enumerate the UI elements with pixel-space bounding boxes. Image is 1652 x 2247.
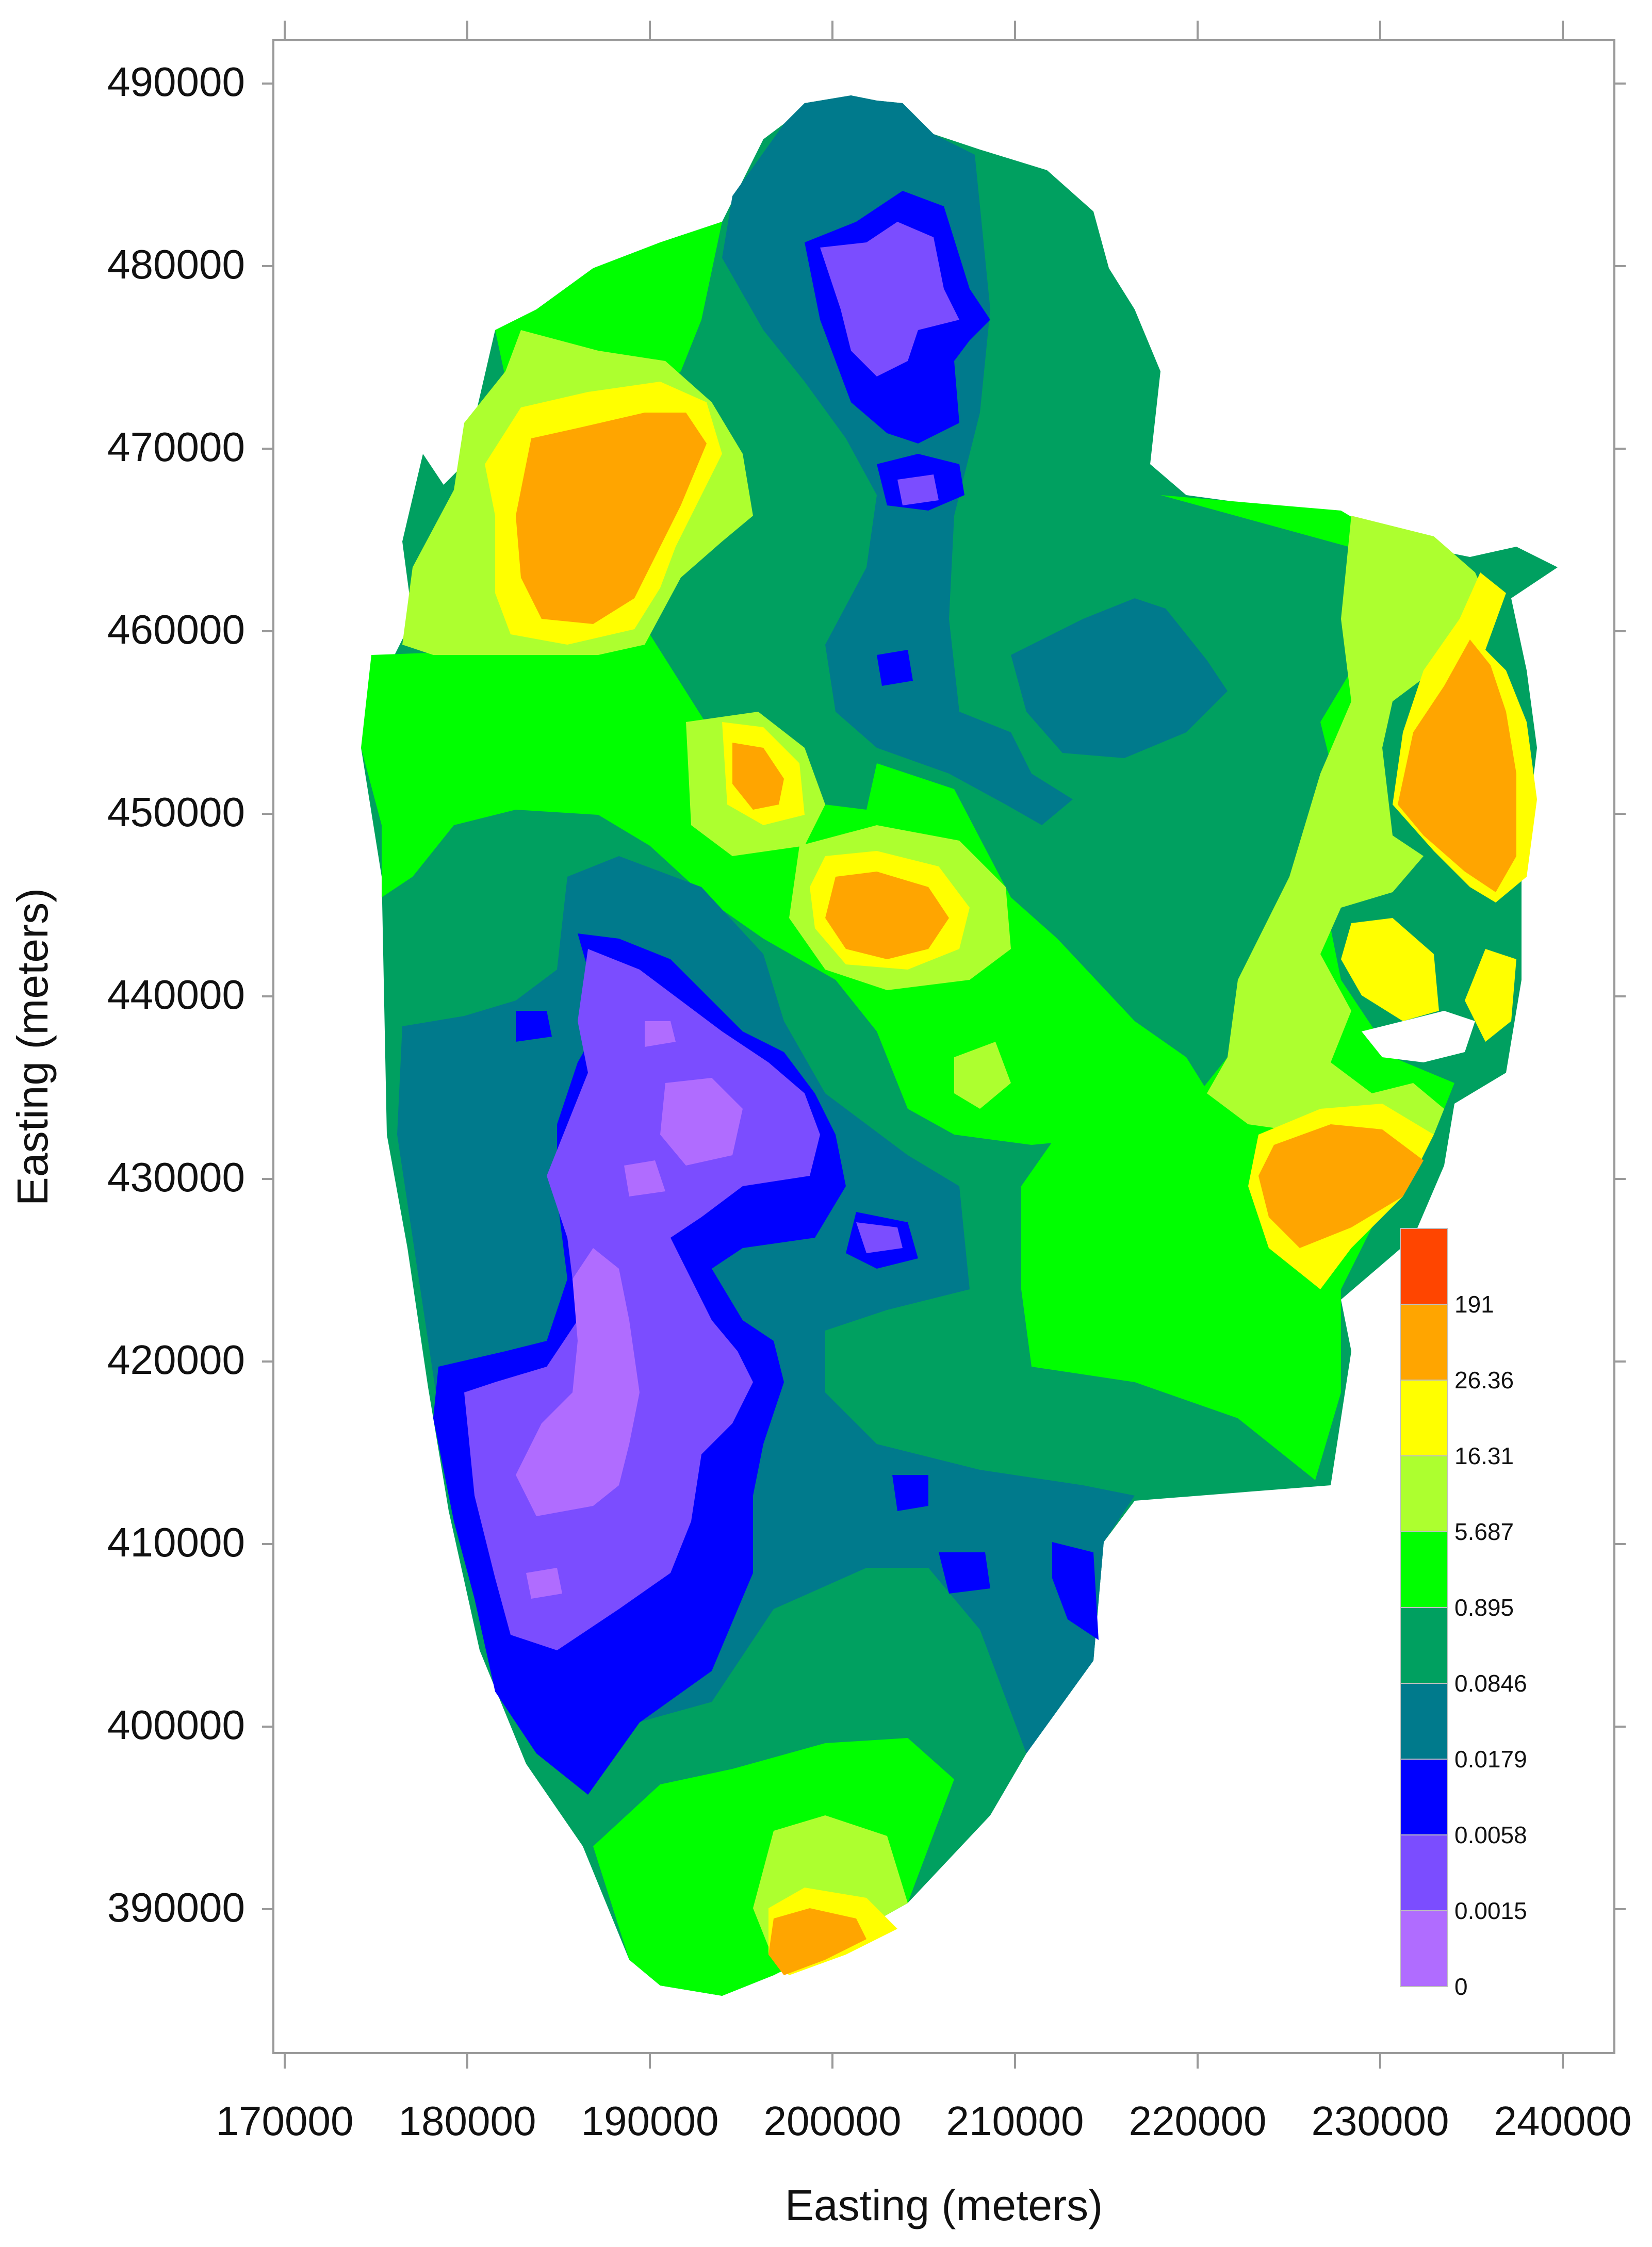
legend-label: 0.0015 bbox=[1454, 1897, 1527, 1924]
x-tick-label: 240000 bbox=[1494, 2098, 1632, 2144]
y-tick-label: 440000 bbox=[107, 972, 245, 1018]
x-tick-label: 170000 bbox=[216, 2098, 354, 2144]
x-tick-label: 220000 bbox=[1129, 2098, 1267, 2144]
legend-swatch bbox=[1400, 1455, 1448, 1532]
y-tick-label: 450000 bbox=[107, 789, 245, 835]
orange-high-center bbox=[732, 743, 949, 959]
orange-high-northwest bbox=[516, 413, 707, 624]
x-axis-title: Easting (meters) bbox=[785, 2181, 1103, 2229]
legend-label: 0.0058 bbox=[1454, 1822, 1527, 1848]
orange-high-south bbox=[768, 1908, 866, 1975]
legend-swatch bbox=[1400, 1531, 1448, 1608]
lavender-low-southwest bbox=[516, 1021, 743, 1599]
legend-label: 16.31 bbox=[1454, 1442, 1514, 1469]
y-tick-label: 400000 bbox=[107, 1702, 245, 1748]
y-tick-label: 390000 bbox=[107, 1884, 245, 1930]
y-tick-label: 410000 bbox=[107, 1519, 245, 1565]
y-tick-label: 480000 bbox=[107, 241, 245, 287]
legend-swatch bbox=[1400, 1759, 1448, 1835]
y-tick-label: 460000 bbox=[107, 606, 245, 652]
legend-label: 0.895 bbox=[1454, 1594, 1514, 1621]
y-tick-label: 420000 bbox=[107, 1337, 245, 1383]
legend-label: 0.0846 bbox=[1454, 1670, 1527, 1697]
legend-label: 0 bbox=[1454, 1973, 1468, 2000]
y-tick-label: 430000 bbox=[107, 1154, 245, 1200]
x-axis-ticks bbox=[284, 21, 1564, 2069]
legend-swatch bbox=[1400, 1304, 1448, 1381]
x-tick-label: 230000 bbox=[1312, 2098, 1449, 2144]
legend-swatch bbox=[1400, 1607, 1448, 1684]
x-tick-label: 210000 bbox=[946, 2098, 1084, 2144]
y-tick-label: 470000 bbox=[107, 424, 245, 470]
bay-inlet bbox=[1362, 1011, 1475, 1062]
legend-label: 5.687 bbox=[1454, 1518, 1514, 1545]
x-tick-label: 180000 bbox=[399, 2098, 536, 2144]
legend-swatch bbox=[1400, 1834, 1448, 1911]
y-axis-ticks bbox=[262, 83, 1626, 1910]
legend-label: 26.36 bbox=[1454, 1367, 1514, 1393]
map-layers bbox=[361, 95, 1558, 1996]
legend-swatch bbox=[1400, 1380, 1448, 1456]
legend-swatch bbox=[1400, 1228, 1448, 1305]
legend-label: 191 bbox=[1454, 1291, 1494, 1318]
x-tick-label: 190000 bbox=[581, 2098, 719, 2144]
y-tick-labels: 490000 480000 470000 460000 450000 44000… bbox=[107, 59, 245, 1930]
x-tick-label: 200000 bbox=[764, 2098, 902, 2144]
orange-high-east bbox=[1258, 639, 1516, 1248]
legend-label: 0.0179 bbox=[1454, 1746, 1527, 1773]
legend-swatch bbox=[1400, 1910, 1448, 1987]
x-tick-labels: 170000 180000 190000 200000 210000 22000… bbox=[216, 2098, 1632, 2144]
teal-region-east bbox=[1011, 598, 1228, 758]
y-axis-title: Easting (meters) bbox=[8, 888, 57, 1206]
legend: 191 26.36 16.31 5.687 0.895 0.0846 0.017… bbox=[1400, 1228, 1527, 2000]
y-tick-label: 490000 bbox=[107, 59, 245, 105]
violet-low-north bbox=[820, 222, 959, 505]
legend-swatch bbox=[1400, 1683, 1448, 1760]
